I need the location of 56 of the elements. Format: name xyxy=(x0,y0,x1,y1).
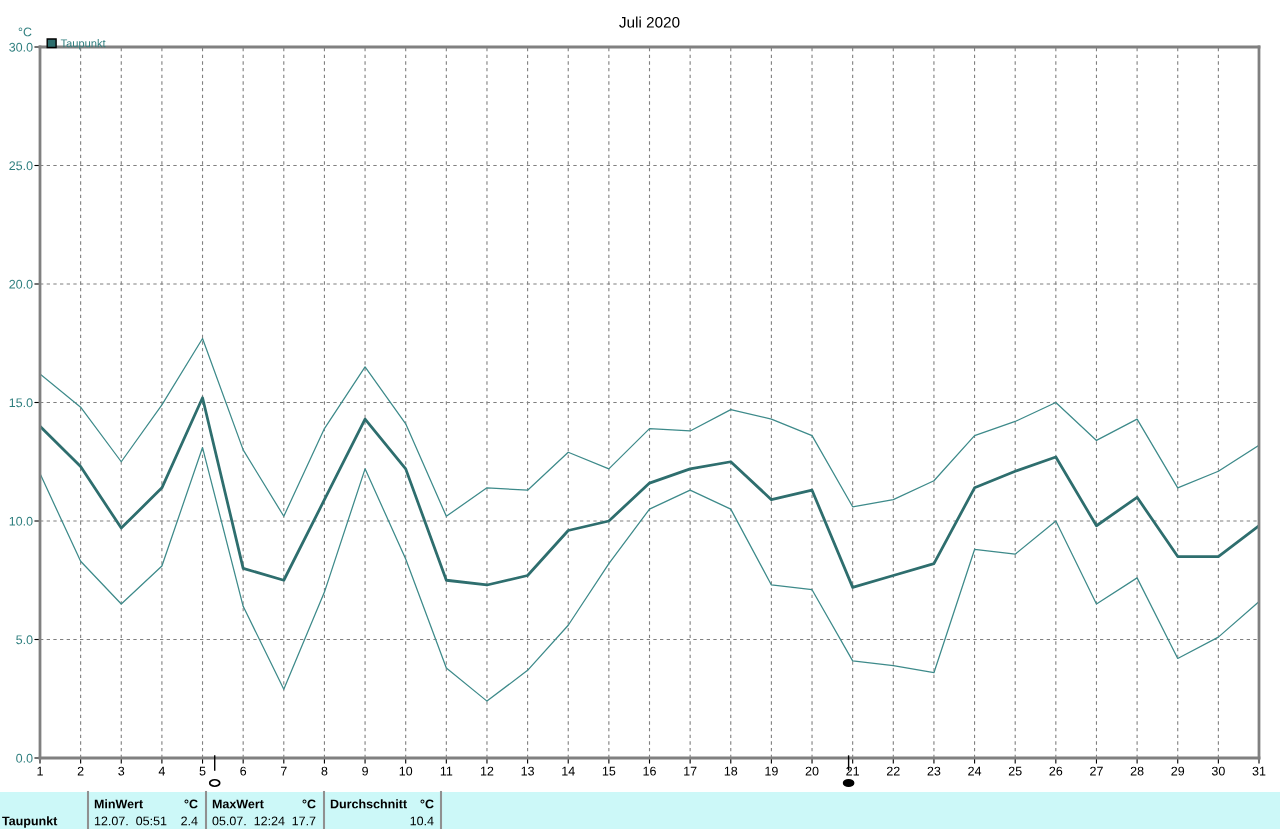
x-tick-label: 14 xyxy=(562,766,575,776)
x-tick-label: 3 xyxy=(118,766,125,776)
y-tick-label: 20.0 xyxy=(9,279,33,289)
x-tick-label: 10 xyxy=(399,766,413,776)
text: °C xyxy=(184,799,198,809)
x-tick-label: 22 xyxy=(886,766,900,776)
y-tick-label: 10.0 xyxy=(9,516,33,526)
x-tick-label: 15 xyxy=(602,766,616,776)
x-tick-label: 18 xyxy=(724,766,738,776)
x-tick-label: 24 xyxy=(968,766,982,776)
chart-title: Juli 2020 xyxy=(619,16,680,28)
x-tick-label: 12 xyxy=(480,766,494,776)
x-tick-label: 29 xyxy=(1171,766,1185,776)
x-tick-label: 5 xyxy=(199,766,206,776)
x-tick-label: 11 xyxy=(440,766,453,776)
y-tick-label: 30.0 xyxy=(9,42,33,52)
text: °C xyxy=(302,799,316,809)
x-tick-label: 19 xyxy=(765,766,778,776)
text: Taupunkt xyxy=(2,816,58,828)
text: 17.7 xyxy=(292,816,316,826)
text: Durchschnitt xyxy=(330,799,407,809)
x-tick-label: 26 xyxy=(1049,766,1063,776)
text: 10.4 xyxy=(410,816,434,826)
x-tick-label: 17 xyxy=(684,766,697,776)
x-tick-label: 28 xyxy=(1130,766,1144,776)
x-tick-label: 13 xyxy=(521,766,534,776)
y-axis-title: °C xyxy=(18,27,32,37)
line-series xyxy=(40,396,1259,589)
x-tick-label: 27 xyxy=(1090,766,1103,776)
text: MaxWert xyxy=(212,799,264,809)
text: MinWert xyxy=(94,799,143,809)
legend-label: Taupunkt xyxy=(60,39,106,50)
x-tick-label: 9 xyxy=(362,766,368,776)
x-tick-label: 1 xyxy=(37,766,43,776)
x-tick-label: 21 xyxy=(846,766,860,776)
line-series xyxy=(40,446,1259,702)
y-tick-label: 0.0 xyxy=(16,753,33,763)
text: 2.4 xyxy=(181,816,198,826)
y-tick-label: 5.0 xyxy=(16,635,33,645)
x-tick-label: 23 xyxy=(927,766,941,776)
x-tick-label: 16 xyxy=(643,766,656,776)
text: °C xyxy=(420,799,434,809)
x-tick-label: 25 xyxy=(1008,766,1022,776)
y-tick-label: 15.0 xyxy=(9,398,33,408)
line-series xyxy=(40,337,1259,517)
x-tick-label: 2 xyxy=(77,766,84,776)
x-tick-label: 31 xyxy=(1252,766,1266,776)
x-tick-label: 6 xyxy=(240,766,247,776)
x-tick-label: 4 xyxy=(158,766,166,776)
text: 05.07. 12:24 xyxy=(212,816,285,826)
x-tick-label: 7 xyxy=(280,766,287,776)
text: 12.07. 05:51 xyxy=(94,816,167,826)
x-tick-label: 8 xyxy=(321,766,328,776)
x-tick-label: 30 xyxy=(1211,766,1225,776)
y-tick-label: 25.0 xyxy=(9,161,33,171)
x-tick-label: 20 xyxy=(805,766,819,776)
